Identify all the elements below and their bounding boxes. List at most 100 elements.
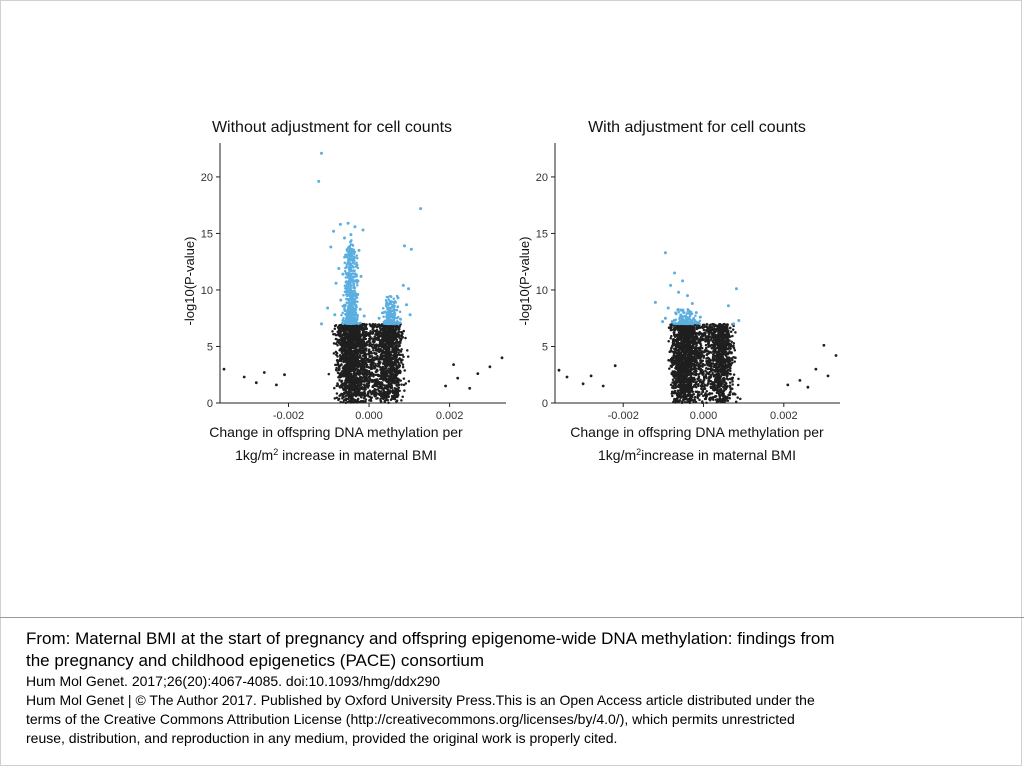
data-point-significant xyxy=(351,296,354,299)
data-point-significant xyxy=(344,287,347,290)
data-point-nonsignificant xyxy=(444,384,447,388)
data-point-nonsignificant xyxy=(338,354,342,357)
data-point-nonsignificant xyxy=(667,326,671,330)
data-point-nonsignificant xyxy=(363,347,366,351)
data-point-nonsignificant xyxy=(338,385,341,388)
data-point-significant xyxy=(352,281,355,284)
data-point-significant xyxy=(389,300,393,303)
data-point-nonsignificant xyxy=(729,330,733,333)
data-point-nonsignificant xyxy=(374,349,378,352)
data-point-significant xyxy=(355,254,359,257)
data-point-nonsignificant xyxy=(360,362,364,366)
data-point-nonsignificant xyxy=(365,382,369,386)
data-point-significant xyxy=(362,314,366,318)
data-point-nonsignificant xyxy=(354,325,357,328)
data-point-nonsignificant xyxy=(350,369,354,373)
data-point-significant xyxy=(343,307,346,311)
data-point-nonsignificant xyxy=(355,401,359,404)
data-point-nonsignificant xyxy=(365,331,368,335)
data-point-nonsignificant xyxy=(382,378,385,382)
data-point-nonsignificant xyxy=(401,395,404,399)
data-point-nonsignificant xyxy=(727,368,731,372)
data-point-nonsignificant xyxy=(379,342,383,346)
data-point-nonsignificant xyxy=(368,334,371,338)
data-point-nonsignificant xyxy=(367,379,371,383)
data-point-nonsignificant xyxy=(381,334,384,337)
data-point-nonsignificant xyxy=(399,353,402,357)
data-point-significant xyxy=(350,320,353,324)
data-point-significant xyxy=(382,315,385,319)
data-point-significant xyxy=(357,322,360,326)
data-point-nonsignificant xyxy=(336,383,339,386)
data-point-nonsignificant xyxy=(383,369,386,373)
data-point-nonsignificant xyxy=(372,341,376,344)
data-point-significant xyxy=(343,309,347,313)
data-point-significant xyxy=(352,265,355,269)
data-point-nonsignificant xyxy=(381,365,384,369)
x-tick-label: 0.002 xyxy=(436,410,464,422)
data-point-nonsignificant xyxy=(375,397,378,400)
data-point-significant xyxy=(352,255,355,258)
data-point-nonsignificant xyxy=(390,372,394,376)
data-point-nonsignificant xyxy=(399,331,403,334)
data-point-nonsignificant xyxy=(383,399,387,403)
data-point-nonsignificant xyxy=(387,360,391,363)
data-point-nonsignificant xyxy=(353,333,356,337)
data-point-significant xyxy=(380,311,384,315)
data-point-significant xyxy=(337,267,341,270)
data-point-nonsignificant xyxy=(719,387,723,391)
data-point-nonsignificant xyxy=(340,347,344,350)
data-point-nonsignificant xyxy=(403,389,406,392)
data-point-nonsignificant xyxy=(351,397,355,401)
data-point-significant xyxy=(341,272,345,276)
data-point-significant xyxy=(349,233,353,237)
data-point-nonsignificant xyxy=(368,399,371,402)
data-point-significant xyxy=(392,322,395,325)
data-point-nonsignificant xyxy=(367,384,371,388)
data-point-nonsignificant xyxy=(363,390,366,393)
data-point-significant xyxy=(389,322,392,325)
data-point-nonsignificant xyxy=(353,367,357,371)
data-point-nonsignificant xyxy=(352,363,355,366)
data-point-nonsignificant xyxy=(378,358,381,361)
data-point-nonsignificant xyxy=(346,362,350,366)
data-point-nonsignificant xyxy=(399,370,402,373)
data-point-nonsignificant xyxy=(391,357,395,360)
data-point-significant xyxy=(350,239,353,242)
data-point-nonsignificant xyxy=(344,369,348,372)
data-point-nonsignificant xyxy=(500,356,504,360)
data-point-nonsignificant xyxy=(368,323,371,326)
data-point-nonsignificant xyxy=(344,330,347,334)
y-tick-label: 20 xyxy=(201,172,213,184)
data-point-significant xyxy=(399,321,402,324)
data-point-nonsignificant xyxy=(385,326,389,329)
data-point-nonsignificant xyxy=(381,342,385,346)
y-tick-label: 10 xyxy=(201,285,213,297)
y-tick-label: 20 xyxy=(536,172,548,184)
data-point-nonsignificant xyxy=(378,374,382,377)
data-point-significant xyxy=(320,151,323,155)
data-point-nonsignificant xyxy=(372,339,375,342)
data-point-significant xyxy=(384,299,388,302)
data-point-nonsignificant xyxy=(398,342,401,346)
data-point-nonsignificant xyxy=(342,395,345,399)
data-point-nonsignificant xyxy=(394,368,398,371)
data-point-nonsignificant xyxy=(692,393,696,396)
x-tick-label: 0.000 xyxy=(355,410,383,422)
data-point-nonsignificant xyxy=(397,351,400,355)
data-point-nonsignificant xyxy=(384,355,387,358)
data-point-significant xyxy=(409,247,413,251)
y-tick-label: 0 xyxy=(207,398,213,410)
data-point-nonsignificant xyxy=(397,377,400,381)
data-point-nonsignificant xyxy=(387,354,390,357)
data-point-nonsignificant xyxy=(397,363,401,366)
data-point-significant xyxy=(377,316,381,320)
data-point-nonsignificant xyxy=(394,357,398,360)
data-point-nonsignificant xyxy=(701,365,704,368)
data-point-nonsignificant xyxy=(375,329,379,332)
data-point-nonsignificant xyxy=(356,399,359,402)
data-point-nonsignificant xyxy=(356,364,359,368)
data-point-significant xyxy=(352,275,356,279)
data-point-nonsignificant xyxy=(331,330,334,333)
data-point-nonsignificant xyxy=(381,372,385,375)
